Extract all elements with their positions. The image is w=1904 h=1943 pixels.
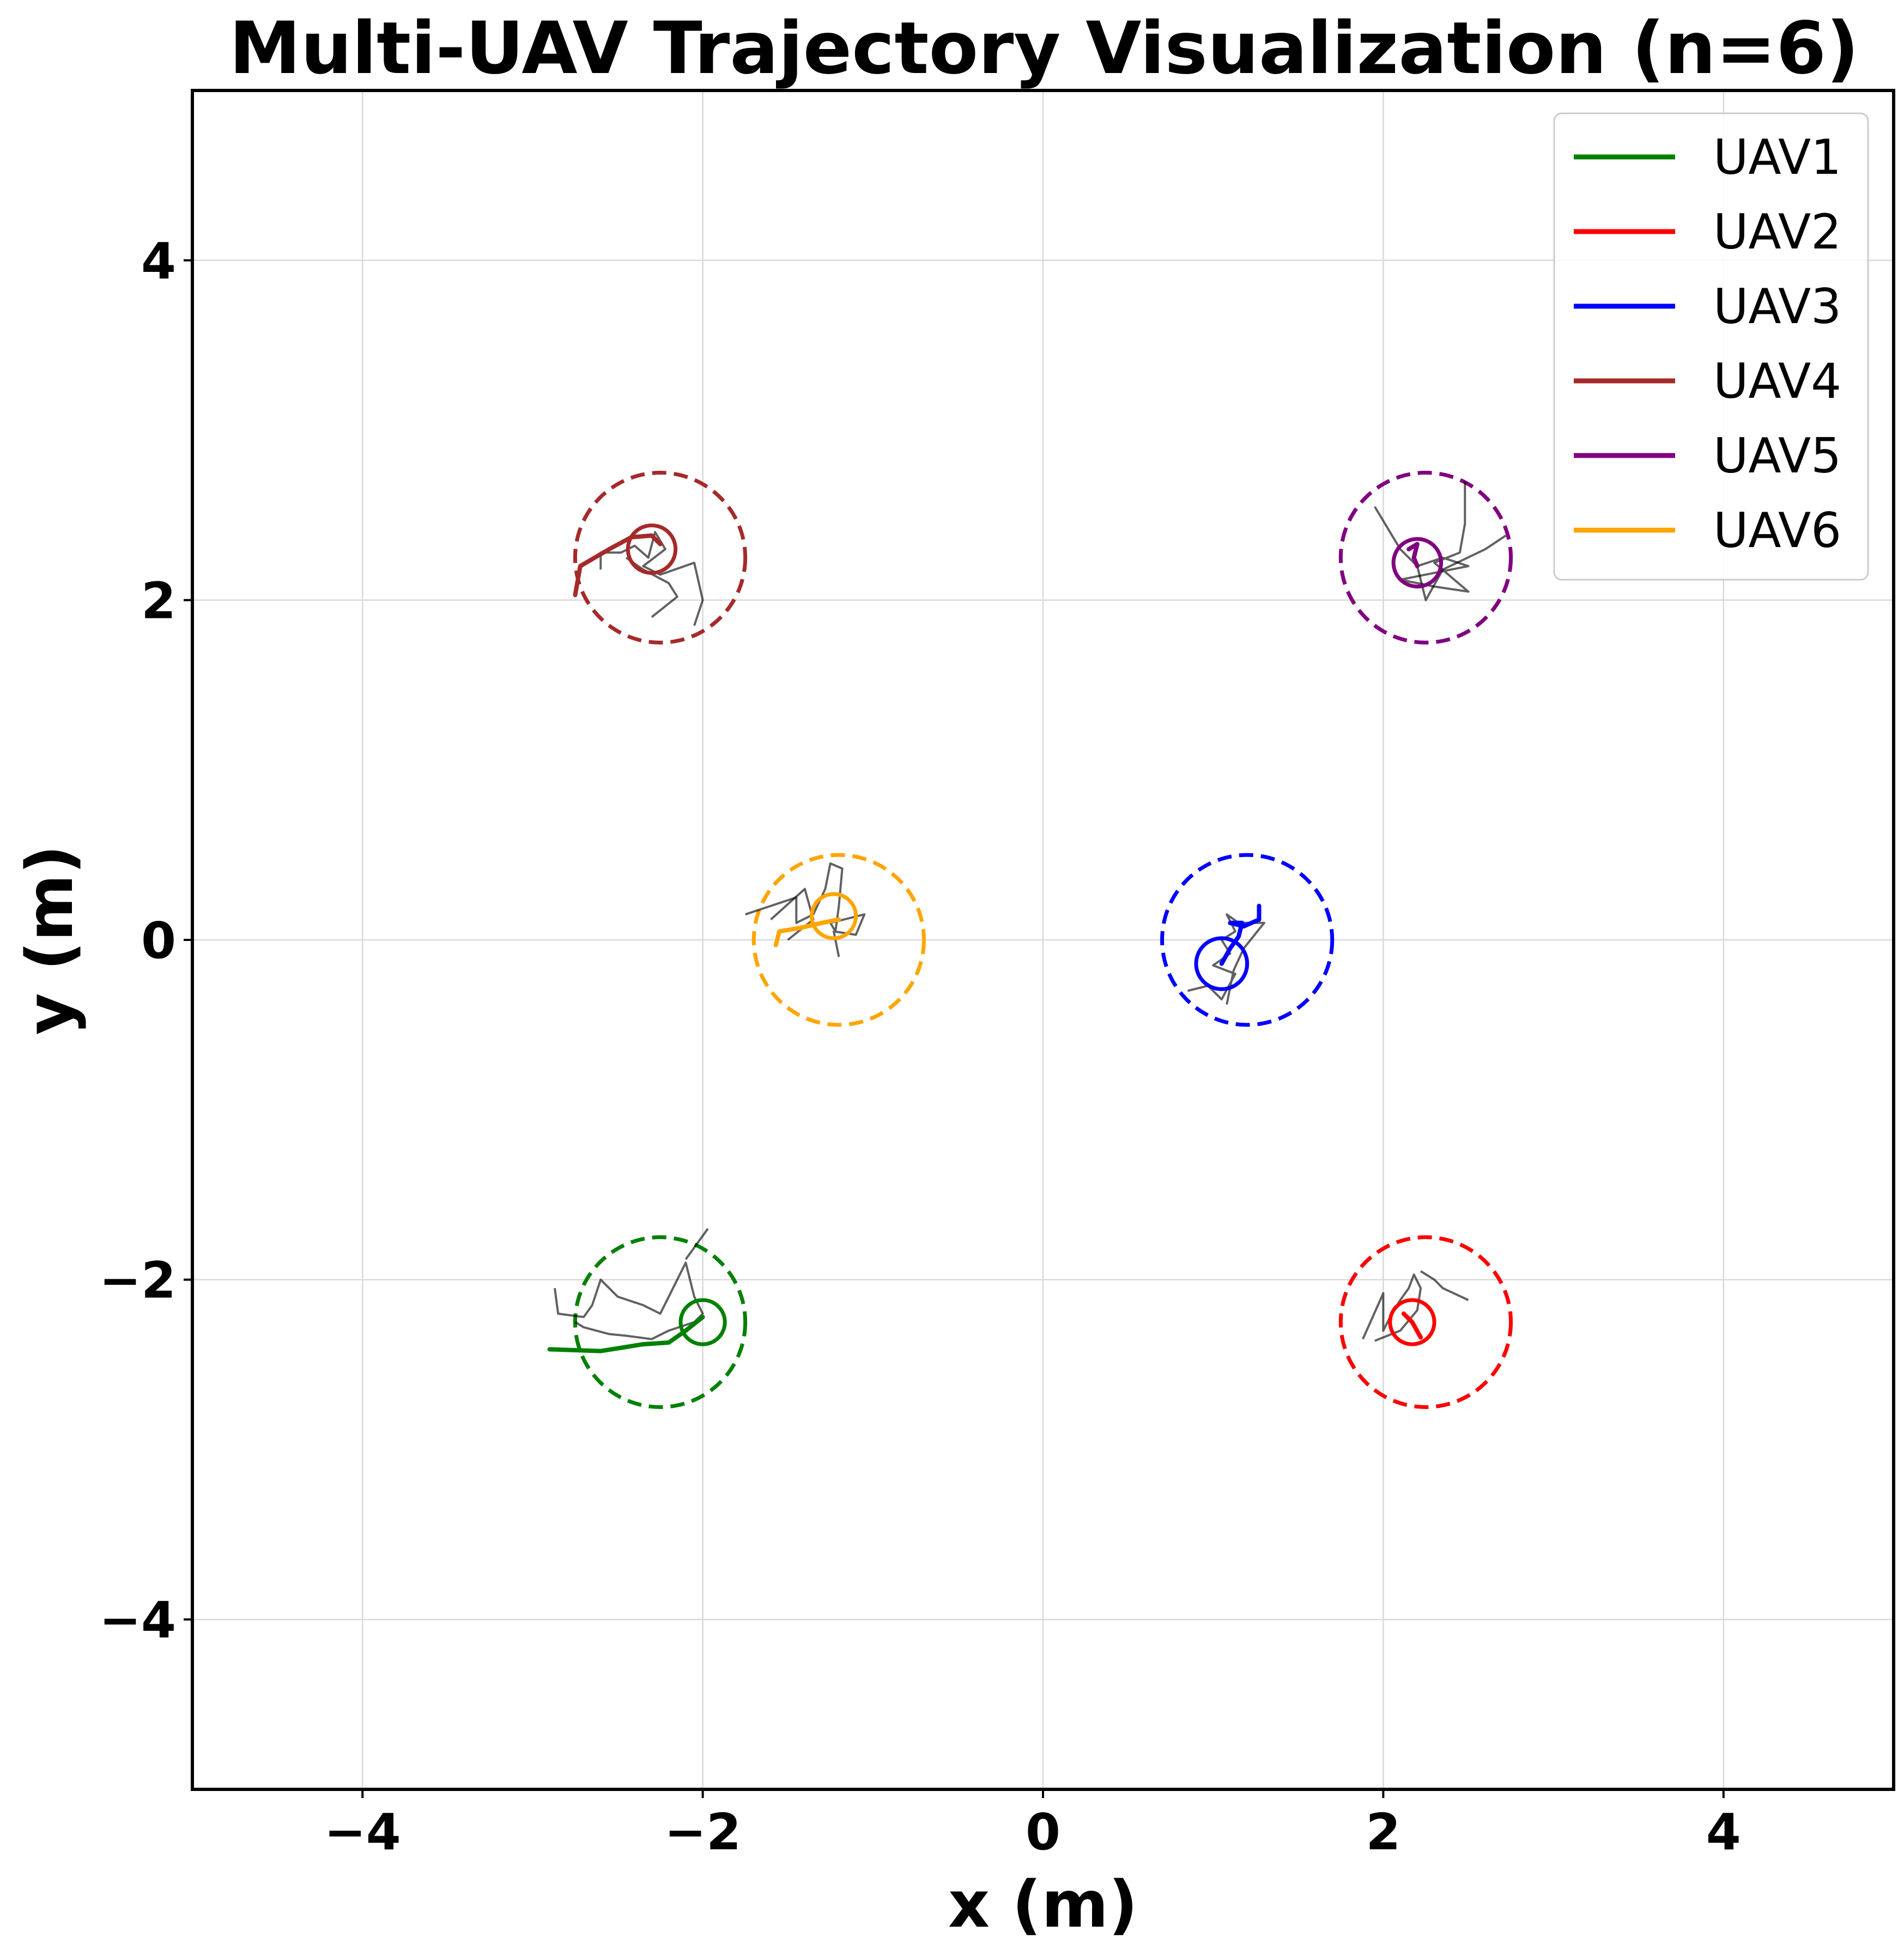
legend-entry-uav6: UAV6 — [1713, 502, 1841, 558]
goal-circle — [1338, 471, 1513, 645]
uav-marker — [626, 523, 678, 575]
uav-marker — [1388, 1298, 1436, 1346]
sample-path — [1362, 1273, 1422, 1342]
legend-entry-uav2: UAV2 — [1713, 204, 1841, 260]
uav-marker — [809, 892, 858, 940]
goal-circle — [573, 471, 748, 645]
x-tick-label: 0 — [1026, 1803, 1060, 1861]
uav-group-uav2 — [1338, 1235, 1513, 1409]
legend-entry-uav3: UAV3 — [1713, 278, 1841, 335]
uav-group-uav3 — [1160, 853, 1335, 1027]
goal-circle — [1338, 1235, 1513, 1409]
trajectory-line — [1406, 542, 1420, 568]
legend-entry-uav5: UAV5 — [1713, 428, 1841, 484]
y-tick-label: 0 — [141, 912, 176, 970]
sample-path — [599, 531, 704, 626]
x-tick-label: 2 — [1366, 1803, 1400, 1861]
legend: UAV1 UAV2 UAV3 UAV4 UAV5 UAV6 — [1553, 112, 1869, 581]
uav-marker — [678, 1298, 727, 1346]
series-layer — [547, 471, 1513, 1409]
chart-title: Multi-UAV Trajectory Visualization (n=6) — [229, 7, 1859, 90]
sample-path — [1416, 535, 1507, 602]
y-tick-label: −4 — [99, 1591, 176, 1649]
x-tick-label: 4 — [1706, 1803, 1741, 1861]
sample-path — [625, 556, 678, 618]
x-tick-label: −4 — [324, 1803, 401, 1861]
uav-group-uav6 — [745, 853, 926, 1027]
x-axis-label: x (m) — [948, 1867, 1138, 1942]
x-tick-label: −2 — [664, 1803, 741, 1861]
sample-path — [684, 1228, 709, 1260]
y-axis-label: y (m) — [12, 845, 87, 1035]
y-tick-label: −2 — [99, 1252, 176, 1310]
uav-marker — [1391, 537, 1444, 588]
trajectory-line — [573, 533, 663, 597]
goal-circle — [751, 853, 926, 1027]
uav-marker — [1194, 936, 1250, 991]
sample-path — [554, 1261, 704, 1340]
goal-circle — [1160, 853, 1335, 1027]
legend-entry-uav4: UAV4 — [1713, 353, 1841, 409]
sample-path — [1187, 913, 1265, 1005]
trajectory-line — [1219, 903, 1262, 966]
sample-path — [745, 862, 866, 957]
trajectory-line — [547, 1315, 705, 1353]
sample-path — [1420, 1270, 1469, 1301]
y-tick-label: 4 — [141, 232, 176, 290]
trajectory-line — [1401, 1311, 1423, 1340]
uav-group-uav1 — [547, 1228, 748, 1409]
trajectory-line — [773, 917, 841, 948]
y-tick-label: 2 — [141, 572, 176, 630]
goal-circle — [573, 1235, 748, 1409]
x-axis: −4 −2 0 2 4 — [324, 1789, 1741, 1861]
legend-entry-uav1: UAV1 — [1713, 129, 1841, 185]
uav-group-uav5 — [1338, 471, 1513, 645]
uav-group-uav4 — [573, 471, 748, 645]
y-axis: −4 −2 0 2 4 — [99, 232, 192, 1649]
